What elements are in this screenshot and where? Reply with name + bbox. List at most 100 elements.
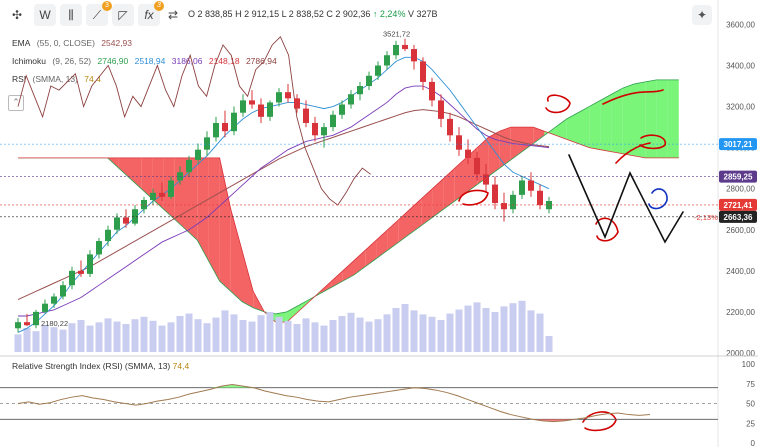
volume-bar — [320, 325, 328, 352]
candle-body — [438, 100, 444, 119]
candle-body — [141, 199, 147, 210]
trend-icon[interactable]: ⟋ 3 — [86, 1, 112, 26]
candle-body — [312, 122, 318, 136]
volume-bar — [221, 310, 229, 352]
candle-body — [303, 108, 309, 123]
kumo-segment — [488, 131, 500, 177]
ichimoku-value-1: 2746,90 — [97, 56, 129, 66]
kumo-segment — [118, 157, 130, 179]
candle-body — [123, 217, 129, 224]
red-circle — [545, 94, 571, 114]
chikou-line — [17, 35, 371, 206]
ichimoku-name: Ichimoku — [12, 56, 47, 66]
draw-icon[interactable]: ◸ — [112, 4, 134, 26]
rsi-panel: 100 75 50 25 0 — [0, 360, 756, 447]
kumo-segment — [522, 127, 534, 152]
rsi-legend[interactable]: RSI (SMMA, 13) 74,4 — [12, 74, 105, 84]
blue-circle — [648, 188, 668, 210]
volume-bar — [428, 316, 436, 352]
rsi-panel-title: Relative Strength Index (RSI) (SMMA, 13)… — [12, 361, 189, 371]
price-label-box — [719, 170, 757, 183]
volume-bar — [329, 320, 337, 352]
candle-body — [339, 104, 345, 115]
candle-body — [186, 159, 192, 173]
rsi-name: RSI — [12, 74, 27, 84]
change-value: ↑ 2,24% — [372, 9, 406, 19]
volume-bar — [131, 319, 139, 352]
volume-bar — [212, 317, 220, 352]
price-tick-label: 2200,00 — [726, 308, 755, 317]
volume-bar — [464, 305, 472, 352]
price-label-box — [719, 198, 757, 211]
candle-body — [114, 217, 120, 230]
volume-bar — [239, 320, 247, 352]
candle-body — [87, 254, 93, 274]
volume-bar — [149, 320, 157, 352]
candle-body — [465, 149, 471, 158]
kumo-segment — [219, 157, 231, 292]
volume-bar — [545, 336, 553, 352]
ema-value: 2542,93 — [101, 38, 133, 48]
volume-bar — [311, 322, 319, 352]
candle-body — [492, 184, 498, 204]
candle-body — [474, 157, 480, 175]
kumo-segment — [141, 157, 153, 199]
kumo-segment — [589, 100, 601, 150]
kumo-segment — [499, 127, 511, 169]
price-label-box — [719, 210, 757, 223]
volume-bar — [77, 320, 85, 352]
price-annotation: 2180,22 — [41, 319, 68, 328]
candle-body — [357, 86, 363, 95]
ema-name: EMA — [12, 38, 31, 48]
candle-body — [375, 65, 381, 76]
volume-bar — [527, 310, 535, 352]
candle-body — [420, 61, 426, 82]
price-tick-label: 3600,00 — [726, 20, 755, 29]
ema-legend[interactable]: EMA (55, 0, CLOSE) 2542,93 — [12, 38, 136, 48]
volume-bar — [509, 303, 517, 352]
sparkle-icon[interactable]: ✦ — [692, 5, 712, 25]
candle-body — [456, 135, 462, 150]
indicators-w-button[interactable]: W — [34, 4, 56, 26]
ichimoku-legend[interactable]: Ichimoku (9, 26, 52) 2746,90 2518,94 318… — [12, 56, 281, 66]
volume-bar — [14, 334, 22, 352]
volume-bar — [446, 313, 454, 352]
volume-bar — [257, 315, 265, 352]
volume-bar — [302, 318, 310, 352]
candle-body — [285, 92, 291, 99]
kumo-segment — [566, 112, 578, 144]
candle-body — [537, 190, 543, 206]
fx-button[interactable]: fx 3 — [138, 1, 164, 26]
volume-bar — [284, 320, 292, 352]
crosshair-icon[interactable]: ✣ — [11, 8, 23, 22]
kumo-segment — [354, 250, 366, 275]
rsi-tick-label: 100 — [742, 360, 756, 369]
candles-icon[interactable]: ⫼ — [60, 4, 82, 26]
volume-bar — [230, 314, 238, 352]
black-zigzag-line — [568, 154, 684, 244]
volume-bar — [59, 329, 67, 352]
candle-body — [51, 296, 57, 304]
volume-bar — [113, 321, 121, 352]
red-circle — [595, 217, 619, 242]
candle-body — [33, 311, 39, 326]
candlesticks — [15, 38, 552, 333]
candle-body — [42, 303, 48, 312]
ohlc-readout: O 2 838,85 H 2 912,15 L 2 838,52 C 2 902… — [188, 9, 438, 19]
ichimoku-value-2: 2518,94 — [134, 56, 166, 66]
volume-bar — [140, 316, 148, 352]
kumo-segment — [208, 157, 220, 282]
kumo-segment — [331, 270, 343, 288]
volume-bar — [383, 314, 391, 352]
volume-bar — [95, 322, 103, 352]
candle-body — [213, 122, 219, 138]
candle-body — [393, 44, 399, 56]
candle-body — [168, 180, 174, 197]
rsi-tick-label: 0 — [751, 439, 756, 447]
candle-body — [366, 75, 372, 87]
volume-bar — [122, 324, 130, 352]
volume-bar — [41, 324, 49, 352]
settings-icon[interactable]: ⇄ — [167, 8, 179, 22]
kumo-segment — [242, 250, 254, 308]
